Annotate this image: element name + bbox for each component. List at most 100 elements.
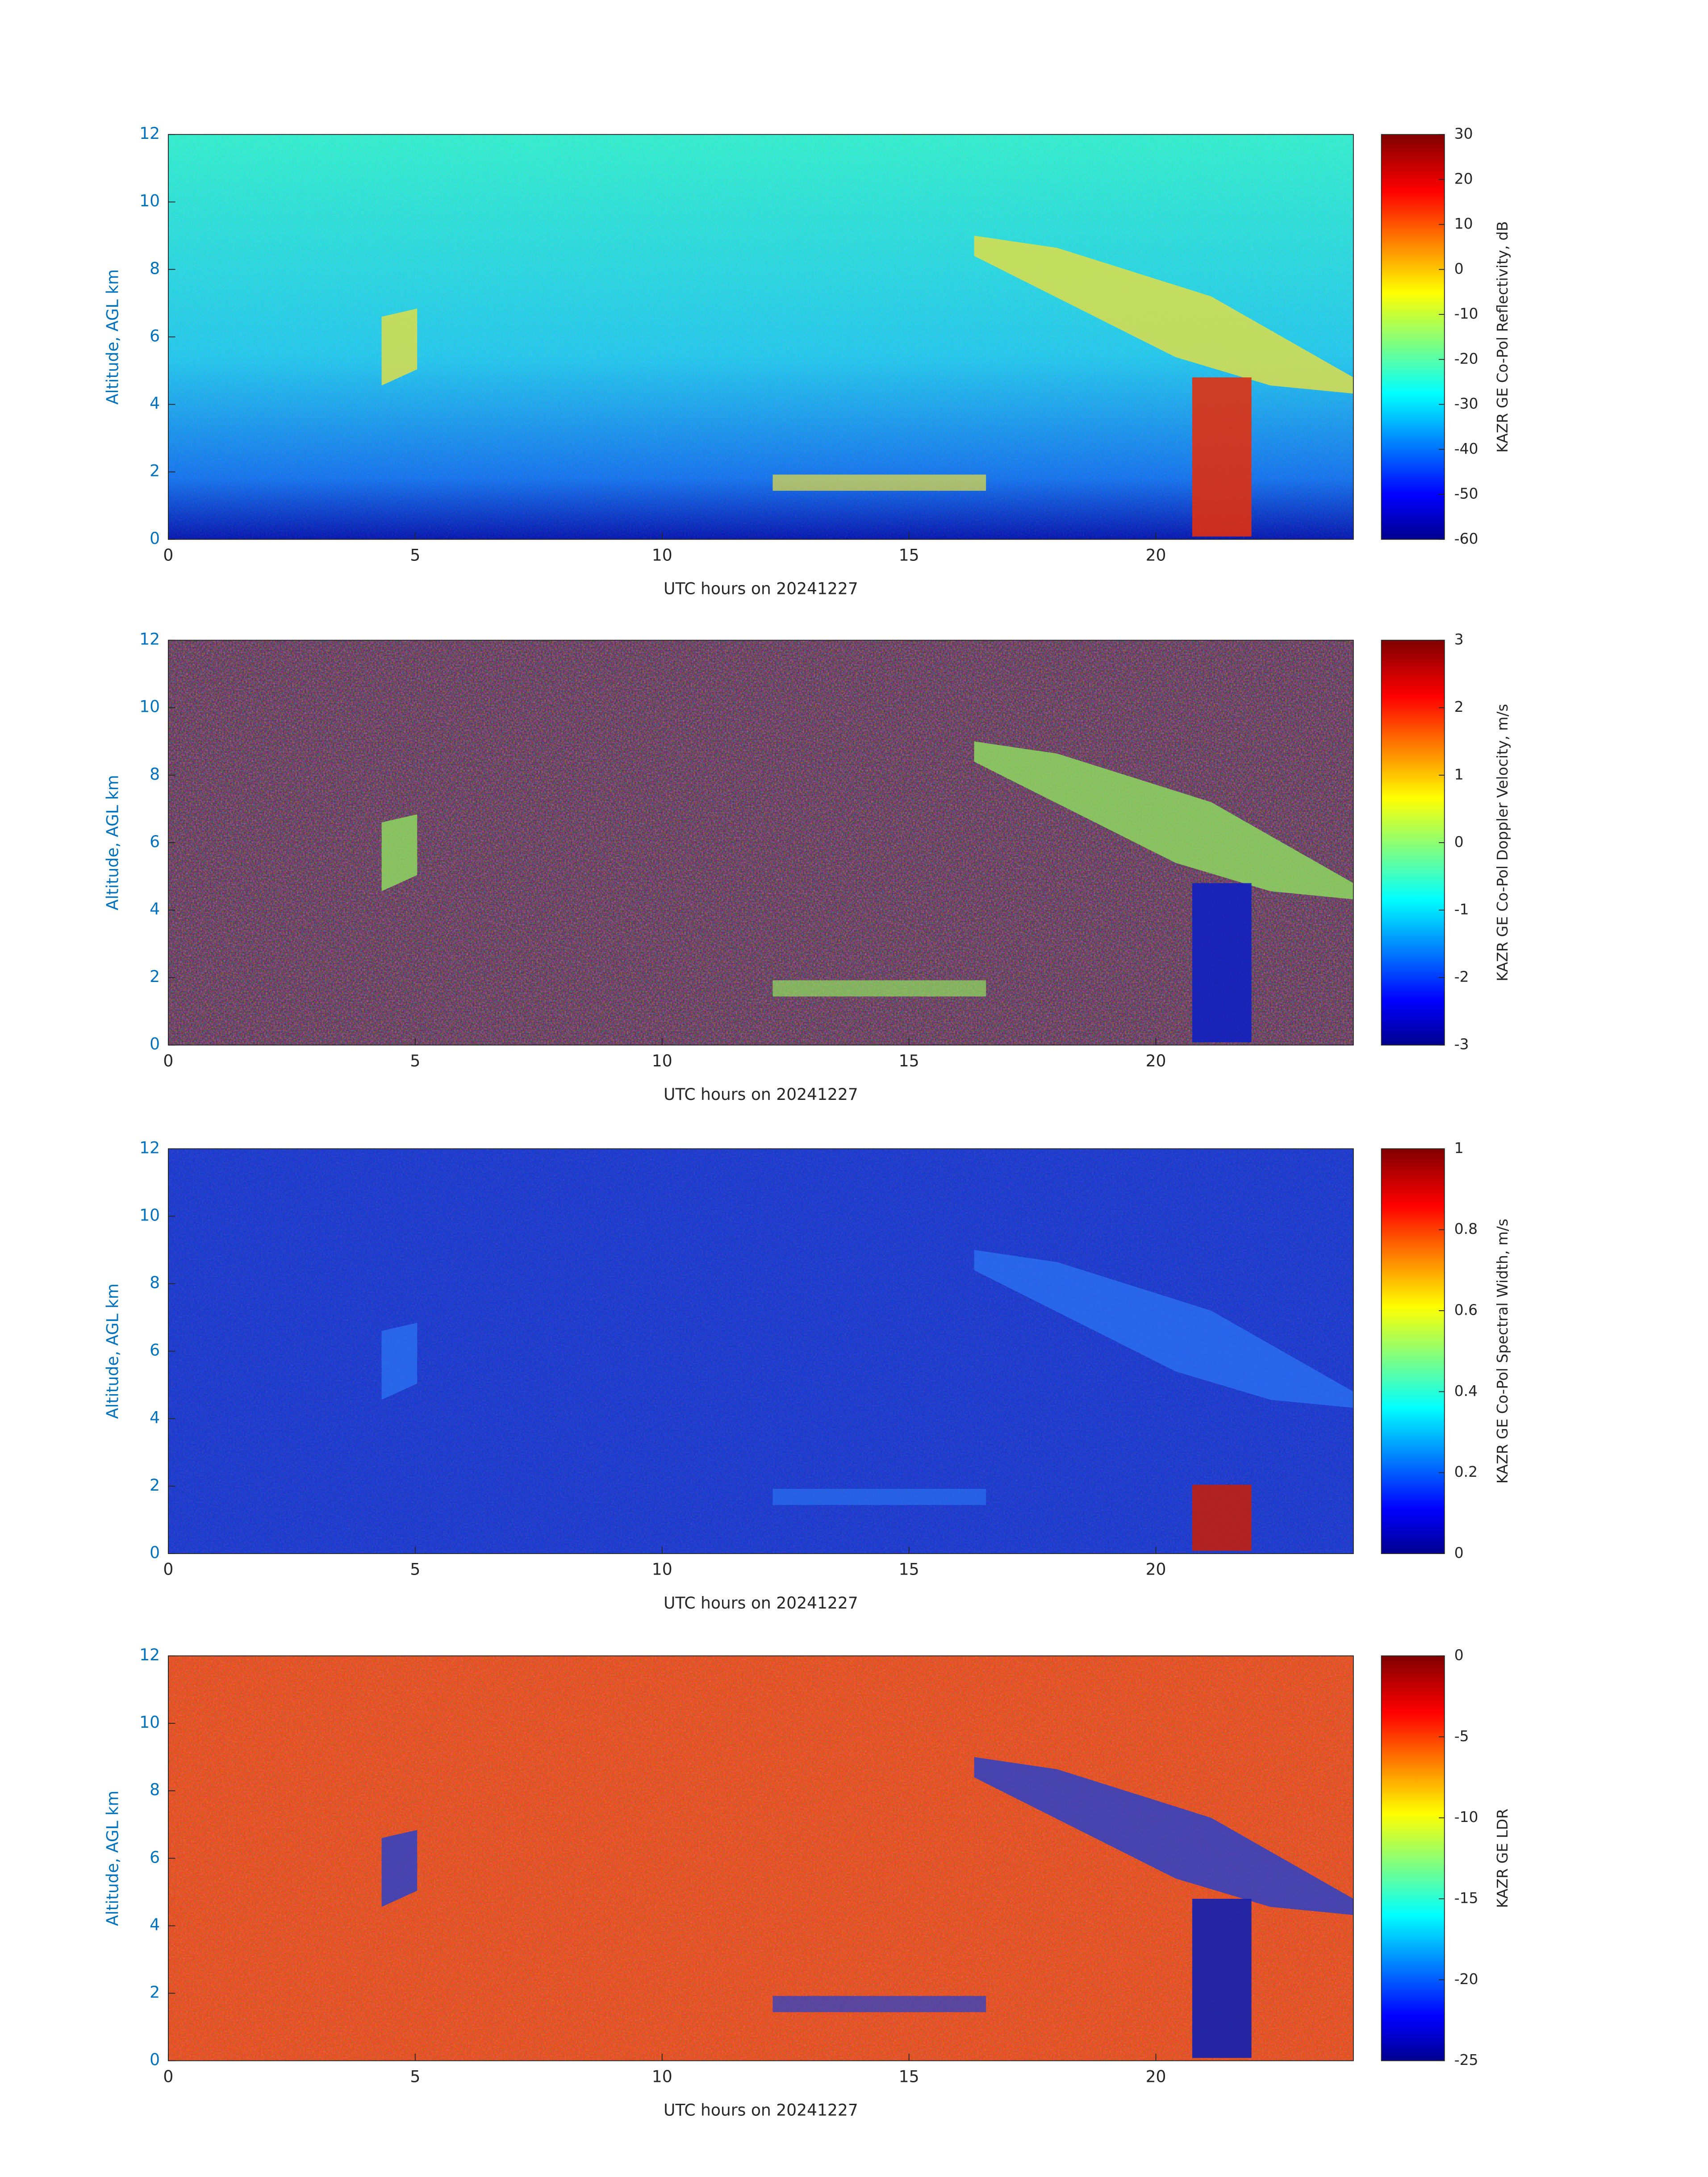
colorbar-tick-label: 3 [1454,631,1464,648]
colorbar [1382,1656,1445,2061]
x-tick-label: 10 [652,2067,672,2086]
y-tick-label: 0 [150,529,160,548]
low-cloud [773,475,986,491]
x-axis-label: UTC hours on 20241227 [664,580,858,598]
y-tick-label: 8 [150,1780,160,1799]
y-tick-label: 10 [139,192,160,210]
y-tick-label: 2 [150,1476,160,1495]
y-axis-label: Altitude, AGL km [104,1791,122,1926]
x-tick-label: 15 [899,546,919,564]
low-cloud [773,1996,986,2012]
y-tick-label: 6 [150,1341,160,1360]
y-tick-label: 6 [150,1848,160,1867]
colorbar-tick-label: -30 [1454,395,1478,412]
colorbar-tick-label: -40 [1454,440,1478,457]
y-tick-label: 6 [150,326,160,345]
x-tick-label: 5 [410,2067,420,2086]
colorbar-tick-label: 0.8 [1454,1220,1478,1237]
x-axis-label: UTC hours on 20241227 [664,2101,858,2120]
x-tick-label: 5 [410,1052,420,1070]
y-tick-label: 2 [150,462,160,481]
colorbar-tick-label: -20 [1454,1970,1478,1988]
y-tick-label: 4 [150,1915,160,1934]
colorbar-tick-label: 1 [1454,1139,1464,1157]
x-tick-label: 10 [652,1560,672,1579]
x-tick-label: 0 [163,1560,173,1579]
y-tick-label: 8 [150,765,160,784]
colorbar-label: KAZR GE LDR [1494,1809,1511,1908]
x-tick-label: 20 [1146,2067,1166,2086]
colorbar-tick-label: 0 [1454,260,1464,277]
colorbar-tick-label: 20 [1454,170,1473,187]
colorbar-tick-label: -50 [1454,485,1478,502]
y-tick-label: 10 [139,1206,160,1224]
x-tick-label: 10 [652,1052,672,1070]
y-tick-label: 12 [139,1138,160,1157]
y-axis-label: Altitude, AGL km [104,775,122,910]
y-tick-label: 2 [150,967,160,986]
y-tick-label: 4 [150,1408,160,1427]
colorbar-tick-label: 1 [1454,765,1464,783]
colorbar [1382,640,1445,1045]
colorbar-tick-label: 2 [1454,698,1464,715]
y-tick-label: 10 [139,1713,160,1732]
x-tick-label: 15 [899,2067,919,2086]
x-axis-label: UTC hours on 20241227 [664,1594,858,1613]
colorbar-tick-label: 0 [1454,1544,1464,1562]
precip-column [1192,1899,1252,2058]
x-tick-label: 20 [1146,1560,1166,1579]
colorbar [1382,134,1445,539]
y-tick-label: 12 [139,630,160,649]
y-tick-label: 0 [150,2051,160,2069]
y-tick-label: 8 [150,259,160,278]
y-tick-label: 12 [139,124,160,143]
y-axis-label: Altitude, AGL km [104,1283,122,1419]
x-tick-label: 0 [163,1052,173,1070]
colorbar-tick-label: 0.4 [1454,1382,1478,1400]
colorbar-label: KAZR GE Co-Pol Spectral Width, m/s [1494,1219,1511,1484]
colorbar-tick-label: -10 [1454,1808,1478,1826]
colorbar-tick-label: 0 [1454,1646,1464,1664]
colorbar-tick-label: -2 [1454,968,1469,986]
colorbar-label: KAZR GE Co-Pol Reflectivity, dB [1494,221,1511,453]
y-tick-label: 0 [150,1035,160,1053]
colorbar-tick-label: 0 [1454,833,1464,850]
y-tick-label: 4 [150,900,160,919]
x-tick-label: 5 [410,1560,420,1579]
colorbar [1382,1149,1445,1554]
colorbar-tick-label: -1 [1454,901,1469,918]
x-tick-label: 15 [899,1560,919,1579]
colorbar-tick-label: 0.2 [1454,1463,1478,1480]
y-tick-label: 8 [150,1274,160,1292]
y-tick-label: 0 [150,1543,160,1562]
colorbar-tick-label: -10 [1454,305,1478,322]
precip-column [1192,883,1252,1042]
y-tick-label: 12 [139,1646,160,1664]
x-axis-label: UTC hours on 20241227 [664,1085,858,1104]
x-tick-label: 15 [899,1052,919,1070]
x-tick-label: 20 [1146,1052,1166,1070]
y-tick-label: 6 [150,832,160,851]
colorbar-tick-label: 30 [1454,125,1473,142]
y-axis-label: Altitude, AGL km [104,269,122,405]
colorbar-tick-label: -3 [1454,1036,1469,1053]
precip-column [1192,377,1252,536]
x-tick-label: 0 [163,546,173,564]
colorbar-tick-label: -5 [1454,1727,1469,1745]
y-tick-label: 2 [150,1983,160,2002]
colorbar-tick-label: 0.6 [1454,1301,1478,1319]
colorbar-tick-label: -60 [1454,530,1478,547]
x-tick-label: 20 [1146,546,1166,564]
colorbar-tick-label: -15 [1454,1889,1478,1906]
x-tick-label: 0 [163,2067,173,2086]
x-tick-label: 10 [652,546,672,564]
x-tick-label: 5 [410,546,420,564]
y-tick-label: 10 [139,698,160,716]
low-cloud [773,1489,986,1505]
y-tick-label: 4 [150,394,160,413]
colorbar-label: KAZR GE Co-Pol Doppler Velocity, m/s [1494,704,1511,981]
low-cloud [773,980,986,996]
colorbar-tick-label: -25 [1454,2051,1478,2068]
